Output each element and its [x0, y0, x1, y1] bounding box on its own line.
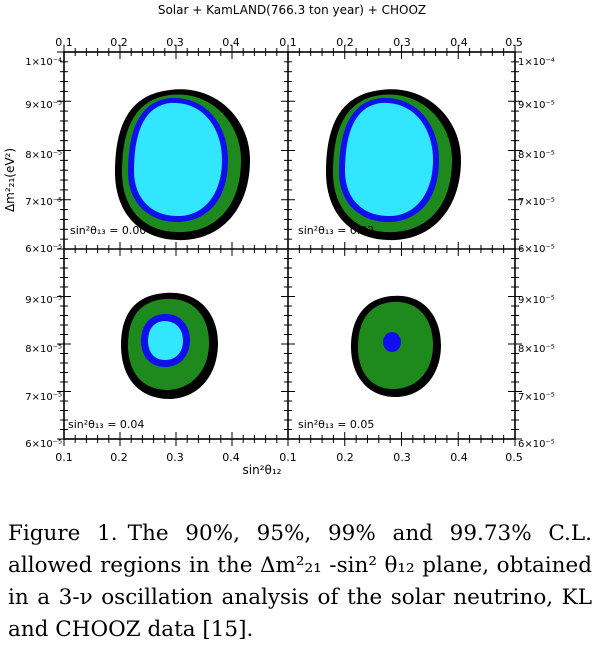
top-x-tick: 0.2 [336, 36, 354, 49]
caption-text: The 90%, 95%, 99% and 99.73% C.L. allowe… [8, 521, 592, 642]
left-y-tick: 1×10⁻⁴ [25, 57, 62, 68]
left-y-tick: 7×10⁻⁵ [25, 392, 62, 403]
top-x-tick: 0.3 [393, 36, 411, 49]
panel-bottom-right: sin²θ₁₃ = 0.05 [298, 295, 441, 431]
bottom-x-tick: 0.5 [505, 451, 523, 464]
top-x-tick: 0.5 [505, 36, 523, 49]
tick-marks [57, 45, 522, 446]
bottom-x-tick: 0.3 [166, 451, 184, 464]
region-95-cl [383, 332, 401, 352]
panel-label: sin²θ₁₃ = 0.04 [68, 418, 144, 431]
panel-label: sin²θ₁₃ = 0.02 [298, 224, 374, 237]
figure-title: Solar + KamLAND(766.3 ton year) + CHOOZ [158, 3, 426, 17]
bottom-x-tick: 0.4 [222, 451, 240, 464]
top-x-tick: 0.2 [110, 36, 128, 49]
bottom-x-tick: 0.2 [336, 451, 354, 464]
bottom-x-tick: 0.3 [393, 451, 411, 464]
right-y-tick: 9×10⁻⁵ [518, 100, 555, 111]
right-y-tick: 6×10⁻⁵ [518, 244, 555, 255]
left-y-tick: 6×10⁻⁵ [25, 244, 62, 255]
right-y-tick: 7×10⁻⁵ [518, 392, 555, 403]
panel-top-left: sin²θ₁₃ = 0.00 [70, 89, 250, 241]
top-x-tick: 0.1 [279, 36, 297, 49]
right-y-tick: 8×10⁻⁵ [518, 150, 555, 161]
bottom-x-tick: 0.1 [279, 451, 297, 464]
bottom-x-tick: 0.1 [55, 451, 73, 464]
x-axis-label: sin²θ₁₂ [243, 463, 282, 477]
left-y-tick: 9×10⁻⁵ [25, 100, 62, 111]
top-x-tick: 0.3 [166, 36, 184, 49]
left-y-tick: 8×10⁻⁵ [25, 344, 62, 355]
figure-caption: Figure 1. The 90%, 95%, 99% and 99.73% C.… [8, 518, 592, 646]
left-y-tick: 6×10⁻⁵ [25, 439, 62, 450]
bottom-x-tick: 0.4 [450, 451, 468, 464]
right-y-tick: 1×10⁻⁴ [518, 57, 555, 68]
region-90-cl [134, 102, 222, 217]
figure-plot: Solar + KamLAND(766.3 ton year) + CHOOZ … [3, 3, 555, 477]
right-y-tick: 8×10⁻⁵ [518, 344, 555, 355]
left-y-tick: 8×10⁻⁵ [25, 150, 62, 161]
panel-label: sin²θ₁₃ = 0.05 [298, 418, 374, 431]
top-x-tick: 0.1 [55, 36, 73, 49]
top-x-tick: 0.4 [450, 36, 468, 49]
right-y-tick: 7×10⁻⁵ [518, 197, 555, 208]
panel-top-right: sin²θ₁₃ = 0.02 [298, 89, 461, 241]
left-y-tick: 9×10⁻⁵ [25, 295, 62, 306]
region-90-cl [148, 321, 183, 360]
y-axis-label: Δm²₂₁(eV²) [3, 148, 17, 212]
panel-bottom-left: sin²θ₁₃ = 0.04 [68, 292, 218, 431]
left-y-tick: 7×10⁻⁵ [25, 197, 62, 208]
bottom-x-tick: 0.2 [110, 451, 128, 464]
right-y-tick: 9×10⁻⁵ [518, 295, 555, 306]
caption-label: Figure 1. [8, 521, 118, 546]
top-x-tick: 0.4 [222, 36, 240, 49]
panel-label: sin²θ₁₃ = 0.00 [70, 224, 146, 237]
right-y-tick: 6×10⁻⁵ [518, 439, 555, 450]
region-90-cl [345, 102, 433, 217]
